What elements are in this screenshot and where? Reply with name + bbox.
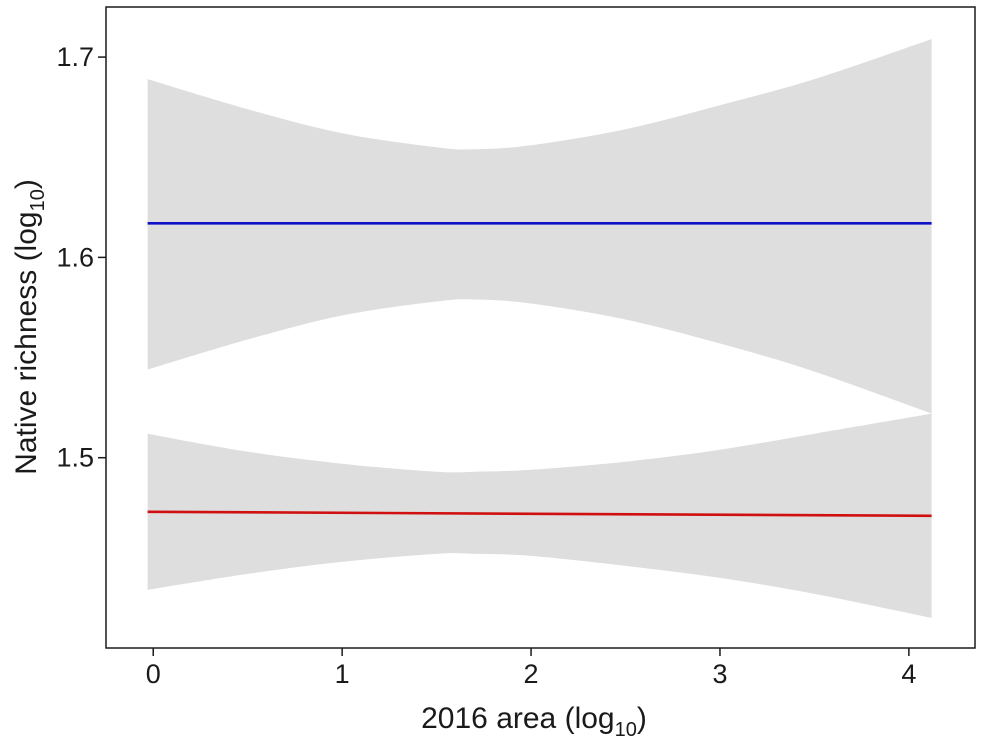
x-axis-title-main: 2016 area (log xyxy=(421,702,614,735)
series-line-2 xyxy=(147,510,932,518)
x-axis-title-tail: ) xyxy=(637,702,647,735)
x-axis: 0 1 2 3 4 xyxy=(146,648,916,689)
plot-border xyxy=(105,6,976,649)
y-tick-label: 1.6 xyxy=(56,242,94,272)
x-tick-label: 0 xyxy=(146,659,161,689)
x-tick-label: 3 xyxy=(712,659,727,689)
x-axis-title-subscript: 10 xyxy=(615,719,637,739)
x-tick-label: 2 xyxy=(524,659,539,689)
y-tick-label: 1.7 xyxy=(56,42,94,72)
x-axis-title: 2016 area (log10) xyxy=(421,702,647,739)
y-axis-title-main: Native richness (log xyxy=(10,211,43,474)
confidence-bands xyxy=(147,39,932,618)
confidence-band-2 xyxy=(147,413,932,618)
y-axis-title-tail: ) xyxy=(10,179,43,189)
x-tick-label: 4 xyxy=(901,659,916,689)
y-tick-label: 1.5 xyxy=(56,443,94,473)
confidence-band-1 xyxy=(147,39,932,414)
y-axis-title-subscript: 10 xyxy=(27,189,49,211)
x-tick-label: 1 xyxy=(335,659,350,689)
y-axis-title: Native richness (log10) xyxy=(10,179,49,475)
series-lines xyxy=(147,222,932,518)
y-axis: 1.5 1.6 1.7 xyxy=(56,42,106,473)
